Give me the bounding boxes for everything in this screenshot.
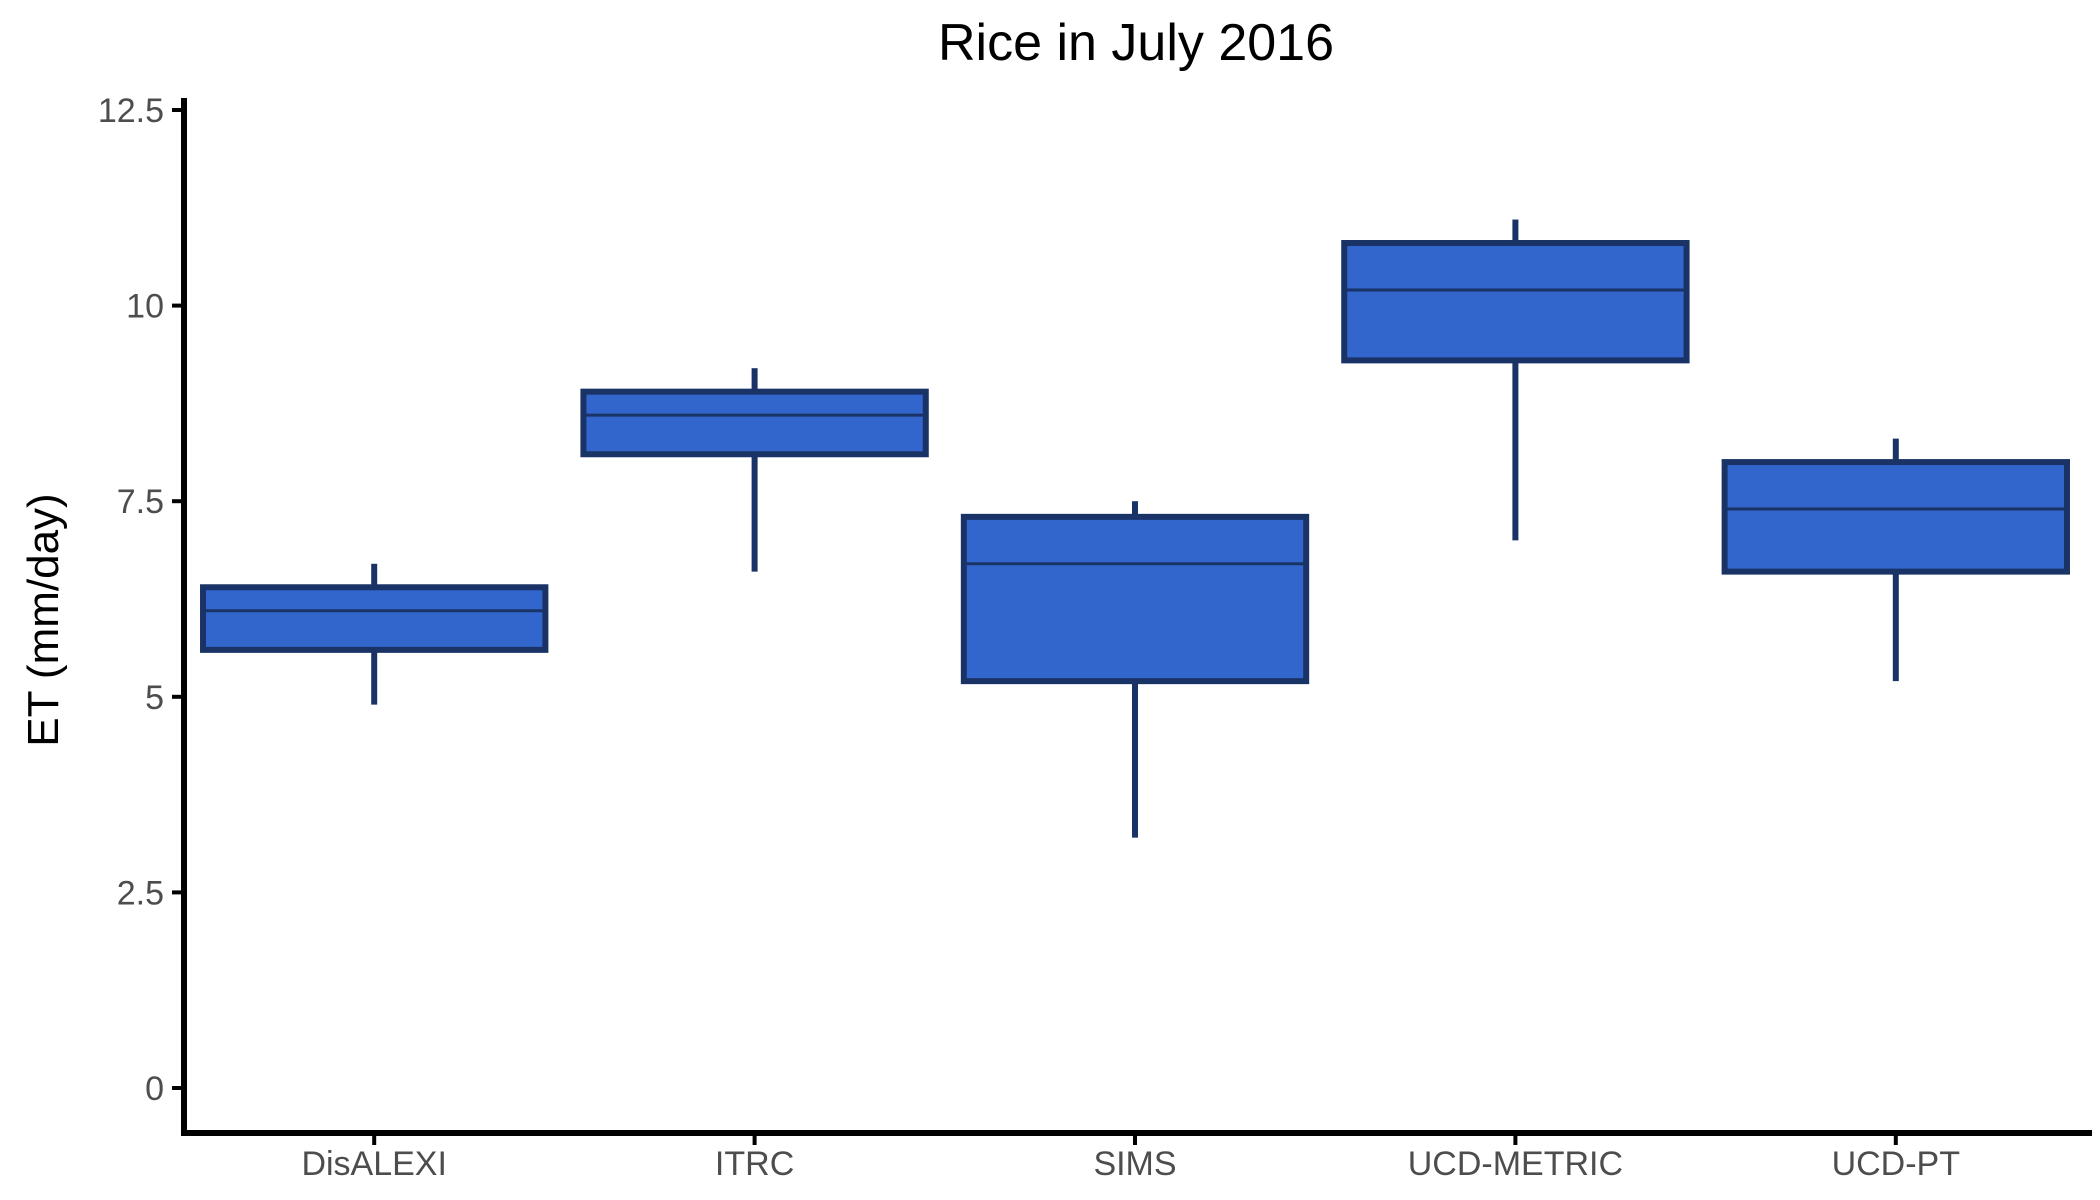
- y-tick-label: 7.5: [117, 483, 164, 521]
- y-tick-label: 2.5: [117, 874, 164, 912]
- y-tick-label: 12.5: [98, 92, 164, 130]
- x-tick-label: ITRC: [715, 1145, 794, 1183]
- plot-area: 0 2.5 5 7.5 10 12.5 DisALEXI ITRC SIMS UCD-METRIC…: [98, 92, 2092, 1183]
- box-iqr: [580, 388, 929, 458]
- x-tick-label: DisALEXI: [301, 1145, 447, 1183]
- box-iqr: [200, 584, 549, 653]
- y-axis-label: ET (mm/day): [19, 493, 68, 746]
- chart-title: Rice in July 2016: [938, 14, 1334, 72]
- box-iqr: [1341, 240, 1690, 364]
- x-tick-label: UCD-METRIC: [1408, 1145, 1623, 1183]
- y-tick-label: 0: [145, 1070, 164, 1108]
- x-tick-label: UCD-PT: [1832, 1145, 1960, 1183]
- box-iqr: [960, 513, 1310, 685]
- x-tick-label: SIMS: [1093, 1145, 1176, 1183]
- box-iqr: [1721, 459, 2070, 575]
- y-tick-label: 5: [145, 679, 164, 717]
- y-tick-label: 10: [126, 288, 164, 326]
